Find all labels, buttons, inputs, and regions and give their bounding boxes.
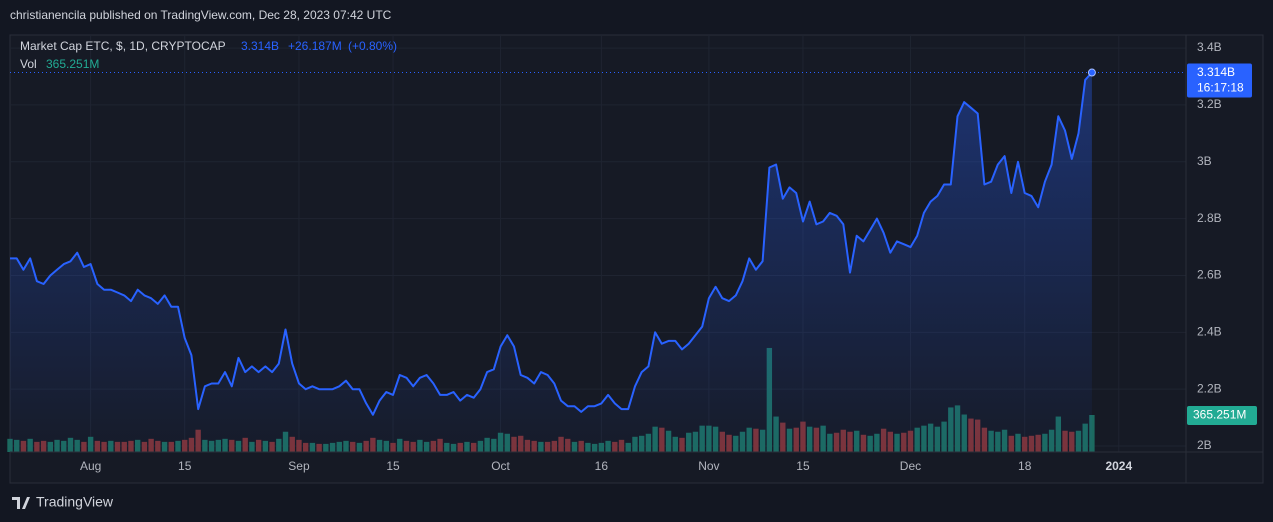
x-tick-label: Dec: [900, 459, 921, 473]
x-tick-label: Aug: [80, 459, 101, 473]
price-line: [10, 71, 1093, 416]
y-tick-label: 2.4B: [1197, 325, 1222, 339]
y-tick-label: 3.2B: [1197, 97, 1222, 111]
y-tick-label: 3B: [1197, 154, 1212, 168]
x-tick-label: 15: [386, 459, 400, 473]
x-tick-label: 15: [796, 459, 810, 473]
legend-value: 3.314B: [241, 39, 279, 53]
x-tick-label: Oct: [491, 459, 510, 473]
last-price-box: [1187, 63, 1252, 98]
volume-legend-value: 365.251M: [46, 57, 99, 71]
legend-title: Market Cap ETC, $, 1D, CRYPTOCAP: [20, 39, 226, 53]
logo: TradingView: [12, 494, 114, 510]
last-volume-box: [1187, 405, 1257, 425]
last-point: [1087, 68, 1096, 77]
y-tick-label: 2.8B: [1197, 211, 1222, 225]
last-volume-label: 365.251M: [1193, 408, 1246, 422]
logo-text: TradingView: [36, 494, 114, 510]
y-tick-label: 2B: [1197, 438, 1212, 452]
y-tick-label: 2.2B: [1197, 381, 1222, 395]
legend-change: +26.187M: [288, 39, 342, 53]
x-tick-label: 15: [178, 459, 192, 473]
volume-legend-title: Vol: [20, 57, 37, 71]
x-tick-label: 2024: [1105, 459, 1132, 473]
y-tick-label: 2.6B: [1197, 268, 1222, 282]
x-tick-label: 16: [595, 459, 609, 473]
x-tick-label: Sep: [288, 459, 310, 473]
header: christianencila published on TradingView…: [10, 8, 392, 22]
legend-change-pct: (+0.80%): [348, 39, 397, 53]
x-tick-label: 18: [1018, 459, 1032, 473]
logo-mark: [12, 497, 30, 509]
last-price-label: 3.314B: [1197, 65, 1235, 79]
countdown-label: 16:17:18: [1197, 81, 1244, 95]
y-tick-label: 3.4B: [1197, 40, 1222, 54]
x-tick-label: Nov: [698, 459, 719, 473]
volume-bar: [1089, 414, 1095, 452]
